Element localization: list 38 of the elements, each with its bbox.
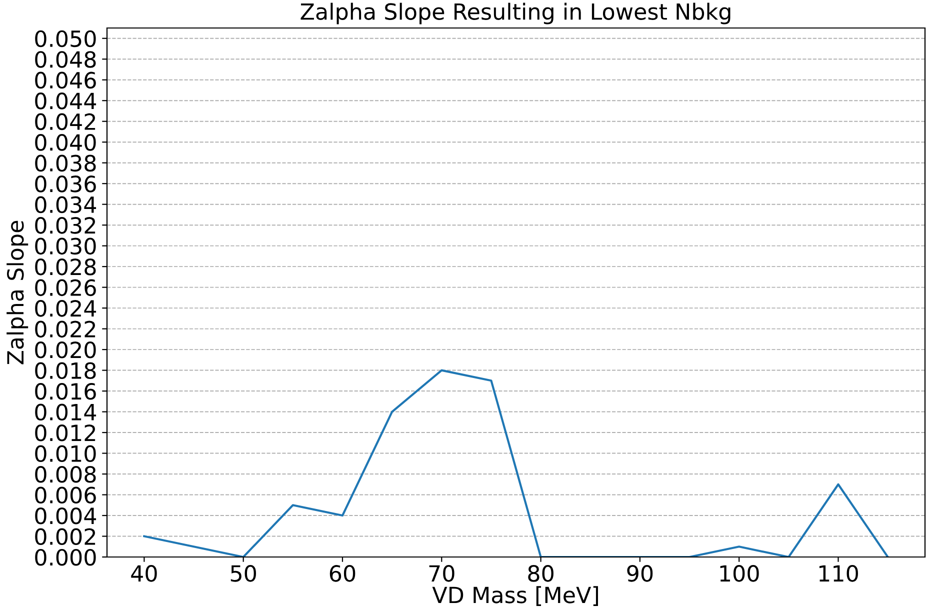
x-axis-title: VD Mass [MeV] — [432, 586, 598, 606]
y-tick-label: 0.034 — [35, 196, 96, 214]
y-tick-label: 0.020 — [35, 342, 96, 358]
y-tick-label: 0.010 — [35, 445, 96, 462]
y-tick-label: 0.026 — [35, 279, 96, 296]
x-tick-label: 70 — [429, 565, 454, 582]
y-tick-label: 0.036 — [35, 176, 96, 192]
y-tick-label: 0.014 — [35, 404, 96, 421]
y-tick-label: 0.046 — [35, 72, 96, 89]
y-tick-label: 0.012 — [35, 424, 96, 442]
y-tick-label: 0.002 — [35, 528, 96, 546]
y-tick-label: 0.006 — [35, 486, 96, 504]
y-tick-label: 0.024 — [35, 300, 96, 317]
x-tick-label: 80 — [528, 565, 554, 582]
y-tick-label: 0.028 — [35, 258, 96, 276]
x-tick-label: 110 — [819, 565, 858, 582]
y-tick-label: 0.044 — [35, 92, 96, 110]
y-tick-label: 0.040 — [35, 134, 96, 151]
y-tick-label: 0.038 — [35, 154, 96, 172]
y-axis-title: Zalpha Slope — [6, 220, 28, 364]
y-tick-label: 0.018 — [35, 362, 96, 380]
y-tick-label: 0.008 — [35, 466, 96, 483]
y-tick-label: 0.030 — [35, 238, 96, 255]
y-tick-label: 0.042 — [35, 113, 96, 130]
line-series — [143, 369, 889, 557]
y-tick-label: 0.004 — [35, 507, 96, 524]
chart-title: Zalpha Slope Resulting in Lowest Nbkg — [300, 2, 730, 24]
x-tick-label: 60 — [330, 565, 356, 582]
x-tick-label: 100 — [720, 565, 759, 582]
y-tick-label: 0.022 — [35, 320, 96, 338]
y-tick-label: 0.032 — [35, 217, 96, 234]
x-tick-label: 90 — [627, 565, 653, 582]
y-tick-label: 0.048 — [35, 51, 96, 68]
y-tick-label: 0.050 — [35, 30, 96, 48]
y-tick-label: 0.000 — [35, 548, 96, 566]
y-tick-label: 0.016 — [35, 382, 96, 400]
x-tick-label: 40 — [131, 565, 157, 582]
x-tick-label: 50 — [230, 565, 256, 582]
